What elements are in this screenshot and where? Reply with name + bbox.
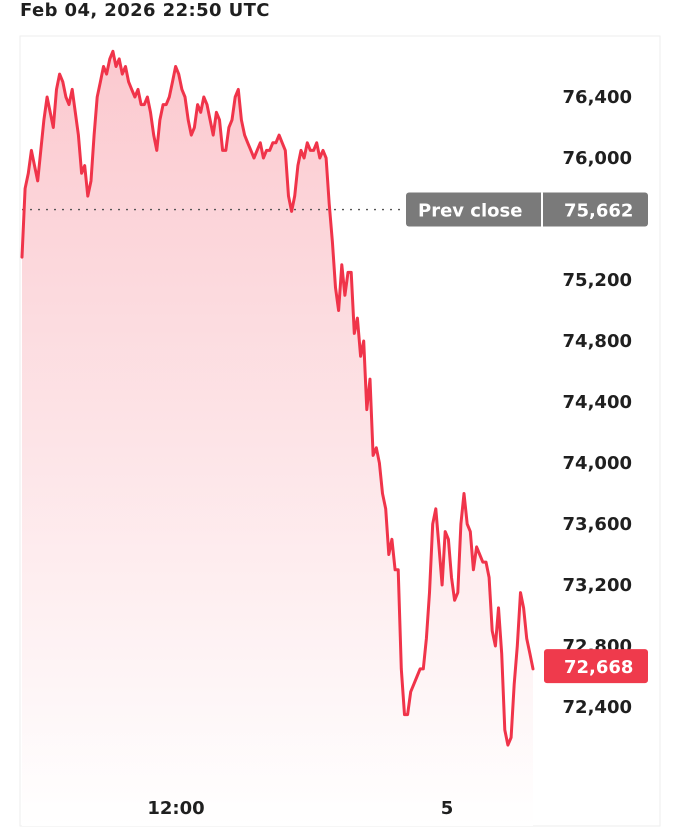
price-area-fill	[22, 51, 533, 827]
last-price-value: 72,668	[564, 657, 633, 678]
x-tick-label: 12:00	[147, 798, 204, 819]
y-tick-label: 72,400	[563, 697, 632, 718]
chart-timestamp: Feb 04, 2026 22:50 UTC	[20, 0, 270, 21]
y-tick-label: 76,000	[563, 148, 632, 169]
y-tick-label: 74,800	[563, 331, 632, 352]
x-axis: 12:00 5	[147, 798, 453, 819]
y-tick-label: 75,200	[563, 270, 632, 291]
y-tick-label: 73,600	[563, 514, 632, 535]
last-price-badge: 72,668	[544, 649, 648, 684]
y-tick-label: 76,400	[563, 87, 632, 108]
y-tick-label: 74,000	[563, 453, 632, 474]
price-line	[20, 49, 535, 747]
prev-close-value: 75,662	[564, 201, 633, 222]
x-tick-label: 5	[441, 798, 454, 819]
y-tick-label: 73,200	[563, 575, 632, 596]
y-tick-label: 74,400	[563, 392, 632, 413]
y-axis: 76,400 76,000 75,200 74,800 74,400 74,000 73,6…	[563, 87, 632, 718]
prev-close-label: Prev close	[418, 201, 522, 222]
prev-close-badge: Prev close 75,662	[406, 192, 648, 227]
